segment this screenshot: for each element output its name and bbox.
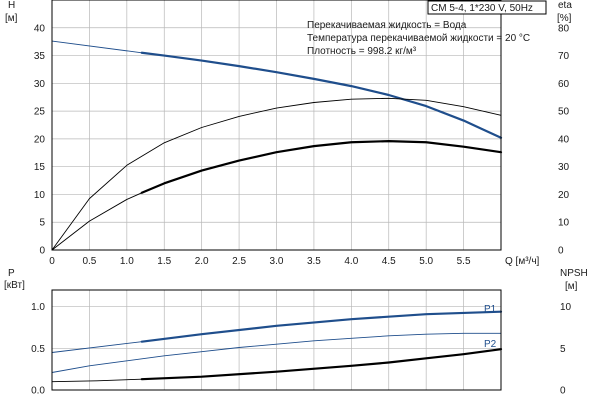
power-tick-label: 1.0 xyxy=(31,302,45,313)
head-tick-label: 10 xyxy=(34,190,46,201)
head-tick-label: 20 xyxy=(34,134,46,145)
eta-tick-label: 70 xyxy=(558,51,570,62)
x-tick-label: 0.5 xyxy=(82,256,96,267)
top-curve-3 xyxy=(51,192,143,251)
power-axis-unit: [кВт] xyxy=(4,280,25,291)
npsh-tick-label: 5 xyxy=(560,344,566,355)
p1-curve-label: P1 xyxy=(484,304,497,315)
head-axis-unit: [м] xyxy=(5,13,18,24)
flow-axis-title: Q [м³/ч] xyxy=(505,256,540,267)
x-tick-label: 3.0 xyxy=(270,256,284,267)
npsh-tick-label: 10 xyxy=(560,302,572,313)
bottom-curve-3 xyxy=(51,378,143,383)
eta-tick-label: 80 xyxy=(558,23,570,34)
power-npsh-curves xyxy=(51,310,503,383)
axis-tick-labels: 0 0.5 1.0 1.5 2.0 2.5 3.0 3.5 4.0 4.5 5.0 5.5 0 5 10 15… xyxy=(31,23,571,396)
head-tick-label: 15 xyxy=(34,162,46,173)
power-plot-frame xyxy=(51,289,502,391)
head-tick-label: 40 xyxy=(34,23,46,34)
x-tick-label: 0 xyxy=(49,256,55,267)
power-tick-label: 0.5 xyxy=(31,344,45,355)
x-tick-label: 2.5 xyxy=(232,256,246,267)
head-tick-label: 0 xyxy=(39,246,45,257)
eta-tick-label: 50 xyxy=(558,107,570,118)
eta-axis-title: eta xyxy=(558,0,572,11)
npsh-tick-label: 0 xyxy=(560,386,566,397)
eta-tick-label: 10 xyxy=(558,218,570,229)
info-liquid: Перекачиваемая жидкость = Вода xyxy=(307,20,467,31)
eta-tick-label: 60 xyxy=(558,79,570,90)
top-curve-4 xyxy=(140,140,503,194)
top-curve-2 xyxy=(51,97,502,251)
power-tick-label: 0.0 xyxy=(31,386,45,397)
eta-tick-label: 0 xyxy=(558,246,564,257)
bottom-curve-1 xyxy=(140,310,503,343)
chart-title: CM 5-4, 1*230 V, 50Hz xyxy=(431,3,533,14)
x-tick-label: 2.0 xyxy=(195,256,209,267)
head-tick-label: 25 xyxy=(34,107,46,118)
eta-tick-label: 20 xyxy=(558,190,570,201)
x-tick-label: 1.5 xyxy=(157,256,171,267)
x-tick-label: 4.0 xyxy=(344,256,358,267)
x-tick-label: 3.5 xyxy=(307,256,321,267)
head-axis-title: H xyxy=(8,0,15,11)
top-curve-0 xyxy=(51,40,143,54)
power-grid xyxy=(52,290,502,390)
bottom-curve-0 xyxy=(51,341,143,353)
eta-tick-label: 40 xyxy=(558,134,570,145)
info-density: Плотность = 998.2 кг/м³ xyxy=(307,46,417,57)
head-plot-frame xyxy=(51,0,502,251)
title-box xyxy=(427,0,547,15)
bottom-curve-4 xyxy=(140,348,503,381)
top-curve-1 xyxy=(140,51,503,139)
x-tick-label: 5.0 xyxy=(419,256,433,267)
head-tick-label: 5 xyxy=(39,218,45,229)
head-tick-label: 35 xyxy=(34,51,46,62)
power-axis-title: P xyxy=(8,268,15,279)
info-temperature: Температура перекачиваемой жидкости = 20… xyxy=(307,33,530,44)
p2-curve-label: P2 xyxy=(484,339,497,350)
x-tick-label: 4.5 xyxy=(382,256,396,267)
npsh-axis-unit: [м] xyxy=(565,281,578,292)
eta-axis-unit: [%] xyxy=(557,13,572,24)
x-tick-label: 5.5 xyxy=(457,256,471,267)
x-tick-label: 1.0 xyxy=(120,256,134,267)
head-eta-curves xyxy=(51,40,503,251)
npsh-axis-title: NPSH xyxy=(560,268,588,279)
eta-tick-label: 30 xyxy=(558,162,570,173)
bottom-curve-2 xyxy=(51,332,502,373)
head-tick-label: 30 xyxy=(34,79,46,90)
